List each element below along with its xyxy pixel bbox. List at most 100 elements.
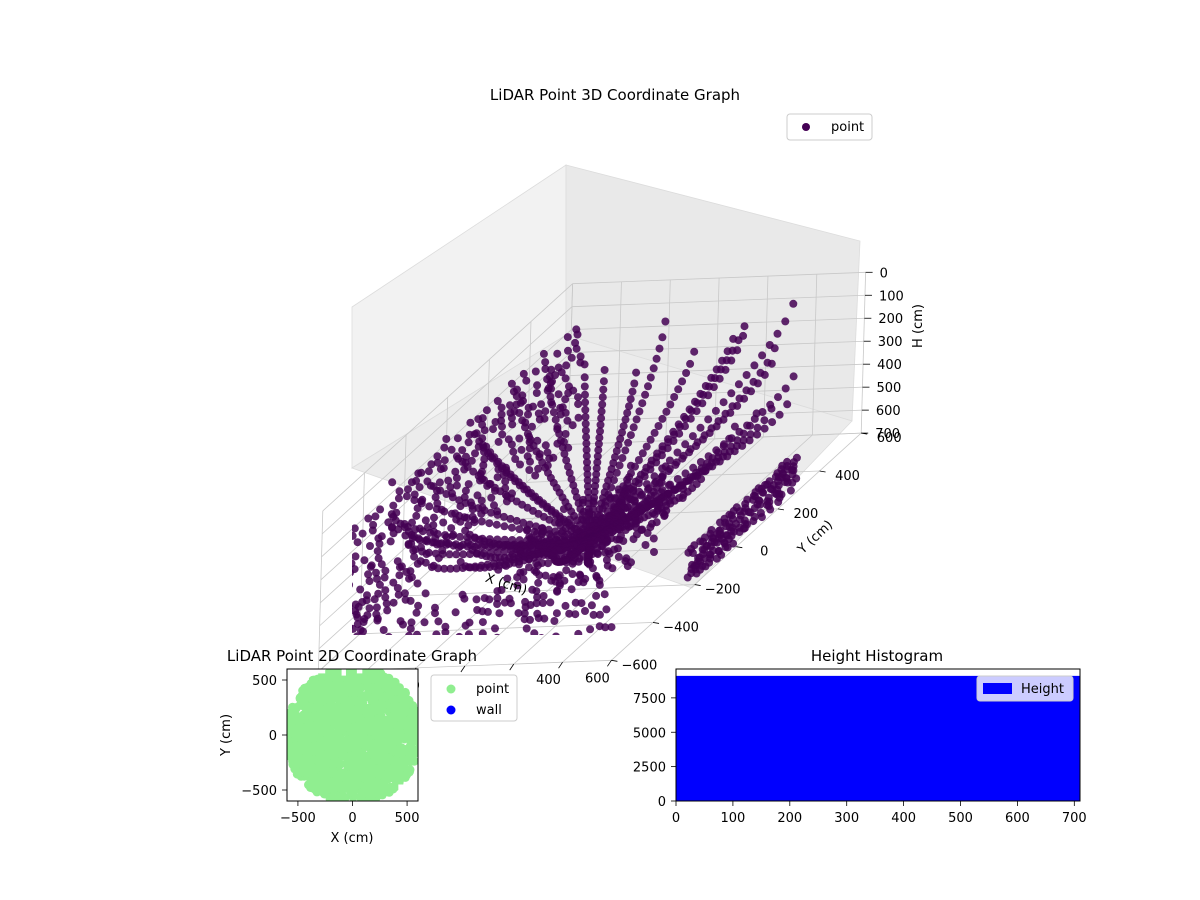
point-3d [530,647,538,655]
grid-back-x [616,281,622,443]
point-3d [593,550,602,559]
tick-label-x-hist: 500 [948,811,973,826]
point-3d [508,420,517,429]
point-3d [345,636,353,644]
point-2d [366,721,376,731]
point-3d [365,577,374,586]
point-3d [333,625,341,633]
point-3d [456,502,465,511]
point-3d [583,470,592,479]
point-3d [589,610,598,619]
tick-y-3d [694,584,701,586]
tick-label-x-hist: 700 [1062,811,1087,826]
point-3d [580,382,589,391]
point-3d [593,452,602,461]
point-3d [561,601,570,610]
point-3d [356,585,365,594]
point-2d [353,673,363,683]
point-3d [493,397,502,405]
point-3d [612,447,621,455]
point-3d [365,604,374,613]
point-3d [339,631,347,639]
point-2d [367,767,377,777]
point-3d [544,559,552,568]
point-3d [360,556,369,565]
point-3d [441,622,450,631]
grid-back-z [571,317,865,331]
point-3d [678,494,687,502]
point-3d [608,564,617,573]
point-3d [471,449,479,458]
point-3d [757,513,766,522]
point-3d [594,439,603,448]
tick-label-y-3d: 0 [760,545,768,560]
point-3d [409,546,418,555]
point-3d [670,430,679,439]
point-3d [493,600,502,608]
point-3d [641,390,650,399]
point-3d [377,560,386,569]
point-3d [502,561,511,570]
point-3d [678,454,687,463]
point-3d [688,549,697,557]
point-3d [442,490,451,498]
point-2d [395,757,405,767]
point-3d [514,609,523,618]
point-3d [515,434,524,443]
point-3d [658,414,667,423]
grid-left-y [484,359,490,521]
point-3d [681,440,690,449]
point-3d [612,468,621,477]
point-3d [353,632,361,635]
point-3d [393,584,402,592]
point-3d [402,568,411,576]
point-3d [436,465,445,474]
point-3d [380,573,389,582]
point-3d [550,617,559,625]
point-3d [540,614,549,623]
point-3d [456,532,464,541]
point-3d [624,438,633,447]
point-3d [551,415,560,424]
point-3d [583,458,591,467]
point-3d [366,562,375,571]
point-3d [581,426,590,435]
point-3d [607,483,616,492]
point-2d [325,794,335,801]
point-3d [596,420,605,429]
point-3d [623,562,632,571]
point-3d [671,486,680,495]
tick-x-3d [509,663,515,671]
point-3d [577,599,586,608]
point-3d [456,517,465,526]
point-3d [389,501,398,510]
point-3d [650,548,658,556]
point-3d [373,574,381,583]
point-3d [507,440,516,449]
tick-y-3d [819,470,826,473]
grid-back-z [570,340,864,354]
point-3d [600,366,609,374]
point-3d [650,510,659,519]
point-3d [479,461,488,470]
point-3d [440,564,449,573]
point-3d [567,475,576,484]
point-3d [519,640,527,648]
tick-y-3d [652,622,660,624]
point-2d [338,724,348,734]
point-3d [389,529,398,538]
point-3d [483,607,492,616]
point-3d [788,478,797,487]
point-2d [345,687,355,697]
point-3d [583,476,592,485]
point-2d [319,787,328,797]
point-3d [440,507,449,516]
point-3d [569,481,578,490]
point-3d [709,383,718,392]
grid-left-z [321,329,572,558]
tick-label-x-hist: 200 [777,811,802,826]
point-3d [435,478,444,487]
point-3d [632,415,641,424]
point-3d [337,590,345,598]
point-3d [582,445,591,454]
